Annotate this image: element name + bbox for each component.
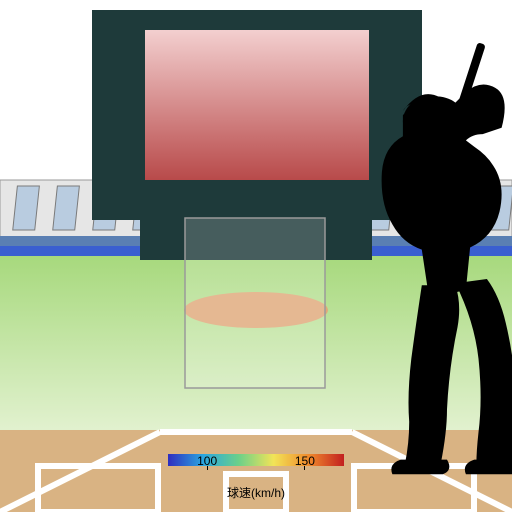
pitch-chart [0, 0, 512, 512]
speed-legend-label: 球速(km/h) [227, 484, 285, 501]
speed-legend-bar [168, 454, 344, 466]
